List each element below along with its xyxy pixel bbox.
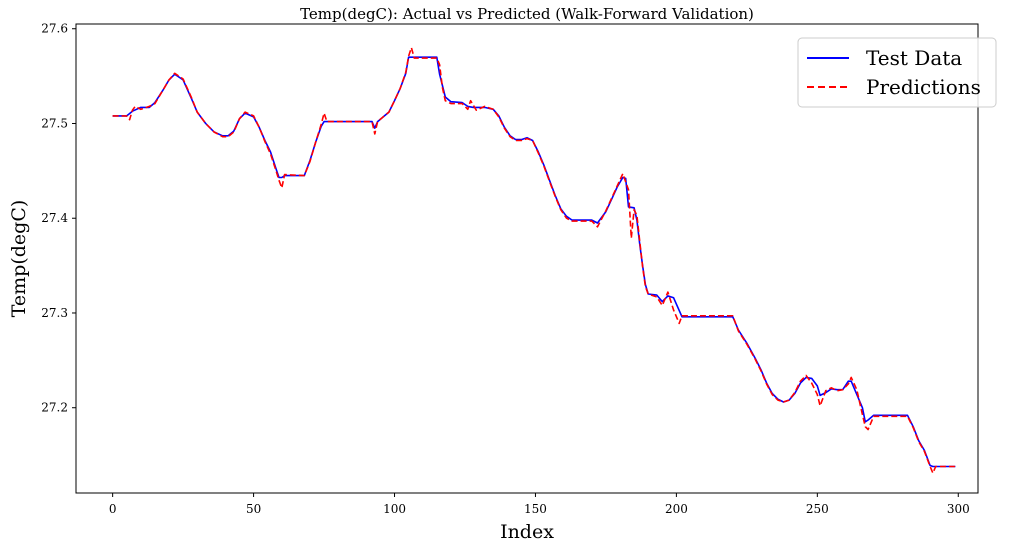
series-layer — [112, 46, 956, 474]
x-tick-label: 100 — [383, 502, 406, 516]
y-tick-label: 27.4 — [41, 211, 68, 225]
x-tick-label: 0 — [109, 502, 117, 516]
y-tick-label: 27.2 — [41, 401, 68, 415]
y-axis: 27.2 27.3 27.4 27.5 27.6 — [41, 22, 76, 415]
y-axis-label: Temp(degC) — [8, 200, 30, 318]
x-tick-label: 250 — [806, 502, 829, 516]
legend-label-2: Predictions — [866, 75, 981, 99]
x-tick-label: 50 — [246, 502, 261, 516]
x-tick-label: 300 — [947, 502, 970, 516]
y-tick-label: 27.5 — [41, 116, 68, 130]
x-tick-label: 150 — [524, 502, 547, 516]
series-line-1 — [112, 56, 956, 468]
series-line-2 — [112, 46, 956, 474]
x-axis: 0 50 100 150 200 250 300 — [109, 493, 970, 516]
x-tick-label: 200 — [665, 502, 688, 516]
y-tick-label: 27.6 — [41, 22, 68, 36]
legend: Test Data Predictions — [797, 37, 997, 108]
legend-label-1: Test Data — [866, 46, 962, 70]
legend-box — [797, 37, 997, 108]
chart-title: Temp(degC): Actual vs Predicted (Walk-Fo… — [300, 5, 754, 23]
y-tick-label: 27.3 — [41, 306, 68, 320]
plot-area-frame — [75, 23, 979, 494]
x-axis-label: Index — [500, 521, 554, 543]
